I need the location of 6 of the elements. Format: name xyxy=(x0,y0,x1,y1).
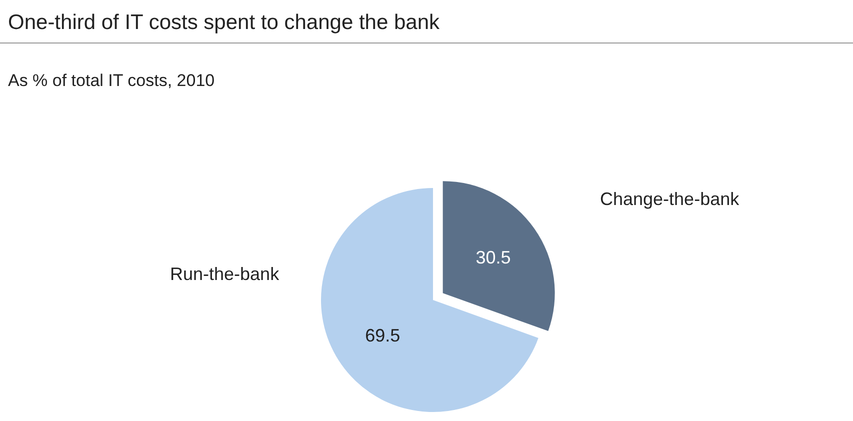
data-label: 30.5 xyxy=(476,248,511,268)
chart-title: One-third of IT costs spent to change the bank xyxy=(8,11,440,34)
slice-label: Change-the-bank xyxy=(600,189,740,209)
chart-subtitle: As % of total IT costs, 2010 xyxy=(8,71,215,90)
slice-label: Run-the-bank xyxy=(170,264,280,284)
data-label: 69.5 xyxy=(365,325,400,346)
